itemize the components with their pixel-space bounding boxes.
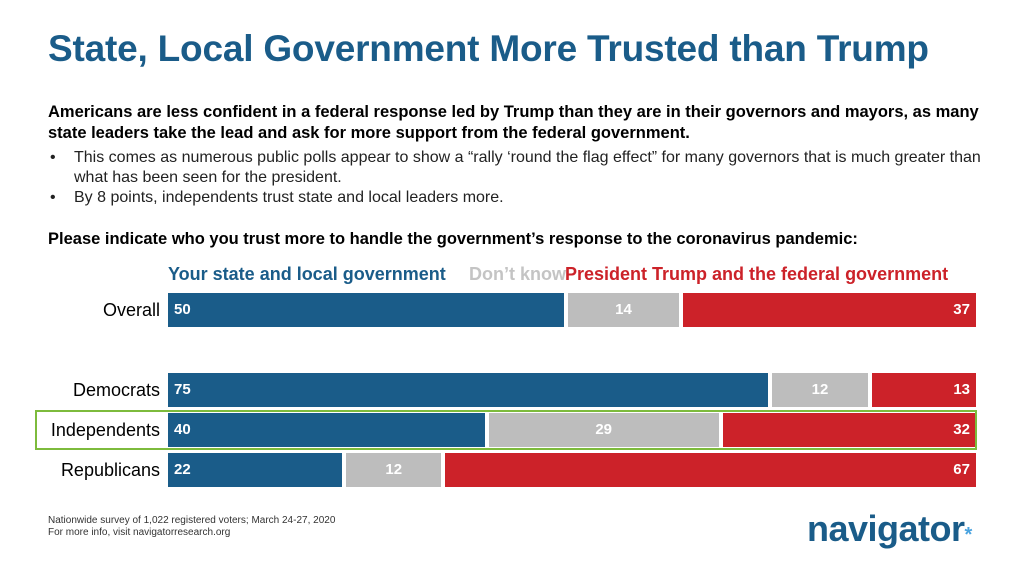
legend-trump-federal: President Trump and the federal governme… [565, 264, 949, 284]
footnote-link: For more info, visit navigatorresearch.o… [48, 527, 231, 538]
bar-segment-dk-independents: 29 [488, 413, 719, 447]
page-title: State, Local Government More Trusted tha… [48, 28, 929, 69]
bullet-text: This comes as numerous public polls appe… [74, 149, 981, 186]
survey-question: Please indicate who you trust more to ha… [48, 230, 858, 248]
bullet-list: • This comes as numerous public polls ap… [48, 148, 983, 208]
bar-row-overall: 50 14 37 [168, 293, 976, 327]
bullet-item: • This comes as numerous public polls ap… [48, 148, 983, 188]
bar-segment-state-independents: 40 [168, 413, 485, 447]
bullet-symbol: • [50, 189, 56, 206]
bar-segment-trump-overall: 37 [682, 293, 976, 327]
legend-dont-know: Don’t know [469, 264, 566, 284]
bar-segment-trump-democrats: 13 [872, 373, 976, 407]
footnote: Nationwide survey of 1,022 registered vo… [48, 515, 335, 539]
intro-text: Americans are less confident in a federa… [48, 103, 979, 142]
navigator-logo: navigator* [807, 508, 972, 550]
footnote-source: Nationwide survey of 1,022 registered vo… [48, 515, 336, 526]
bar-row-republicans: 22 12 67 [168, 453, 976, 487]
independents-highlight-box [35, 410, 977, 450]
bullet-item: • By 8 points, independents trust state … [48, 188, 983, 208]
bar-segment-state-overall: 50 [168, 293, 565, 327]
bar-segment-state-democrats: 75 [168, 373, 768, 407]
bar-row-independents: 40 29 32 [168, 413, 976, 447]
bullet-text: By 8 points, independents trust state an… [74, 189, 504, 206]
row-label-independents: Independents [50, 420, 160, 440]
logo-text: navigator [807, 508, 965, 549]
bar-segment-state-republicans: 22 [168, 453, 343, 487]
bar-segment-dk-democrats: 12 [772, 373, 868, 407]
bar-segment-trump-republicans: 67 [445, 453, 976, 487]
bar-segment-trump-independents: 32 [722, 413, 976, 447]
row-label-republicans: Republicans [60, 460, 160, 480]
logo-mark: * [964, 524, 973, 546]
row-label-overall: Overall [102, 300, 160, 320]
legend-state-local: Your state and local government [168, 264, 446, 284]
bullet-symbol: • [50, 149, 56, 166]
bar-row-democrats: 75 12 13 [168, 373, 976, 407]
bar-segment-dk-overall: 14 [568, 293, 679, 327]
row-label-democrats: Democrats [72, 380, 160, 400]
bar-segment-dk-republicans: 12 [346, 453, 442, 487]
